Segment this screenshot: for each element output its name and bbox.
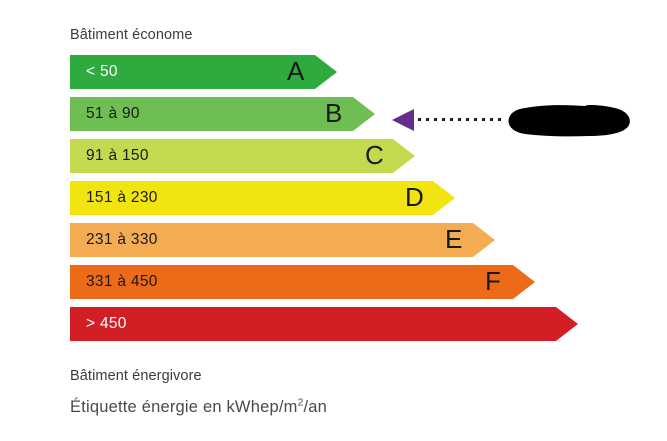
bar-range-label: > 450 xyxy=(86,315,127,332)
bar-range-label: 231 à 330 xyxy=(86,231,158,248)
bar-class-letter: D xyxy=(405,182,424,212)
bar-arrow-shape xyxy=(70,97,375,131)
energy-class-bar-e: 231 à 330 E xyxy=(70,223,495,257)
energy-class-bar-g: > 450 xyxy=(70,307,578,341)
bar-range-label: 91 à 150 xyxy=(86,147,149,164)
caption-energy-hungry-building: Bâtiment énergivore xyxy=(70,368,202,384)
bar-arrow-shape xyxy=(70,181,455,215)
unit-note-superscript: 2 xyxy=(297,397,304,409)
energy-class-bar-f: 331 à 450 F xyxy=(70,265,535,299)
unit-note: Étiquette énergie en kWhep/m2/an xyxy=(70,398,327,417)
bar-range-label: 331 à 450 xyxy=(86,273,158,290)
bar-class-letter: B xyxy=(325,98,343,128)
bar-range-label: < 50 xyxy=(86,63,118,80)
bar-arrow-shape xyxy=(70,139,415,173)
bar-arrow-shape xyxy=(70,55,337,89)
energy-class-bar-c: 91 à 150 C xyxy=(70,139,415,173)
bar-arrow-shape xyxy=(70,265,535,299)
redacted-value-blob xyxy=(507,104,632,138)
current-class-marker xyxy=(392,104,632,140)
energy-class-bar-b: 51 à 90 B xyxy=(70,97,375,131)
marker-triangle-icon xyxy=(392,109,414,131)
marker-dotted-line xyxy=(418,118,506,121)
bar-arrow-shape xyxy=(70,223,495,257)
energy-class-bar-a: < 50 A xyxy=(70,55,337,89)
bar-class-letter: E xyxy=(445,224,463,254)
bar-class-letter: C xyxy=(365,140,384,170)
caption-economical-building: Bâtiment économe xyxy=(70,27,193,43)
bar-class-letter: A xyxy=(287,56,305,86)
bar-range-label: 151 à 230 xyxy=(86,189,158,206)
unit-note-prefix: Étiquette énergie en kWhep/m xyxy=(70,398,298,416)
unit-note-suffix: /an xyxy=(303,398,327,416)
bar-arrow-shape xyxy=(70,307,578,341)
bar-class-letter: F xyxy=(485,266,501,296)
energy-class-bar-d: 151 à 230 D xyxy=(70,181,455,215)
bar-range-label: 51 à 90 xyxy=(86,105,140,122)
